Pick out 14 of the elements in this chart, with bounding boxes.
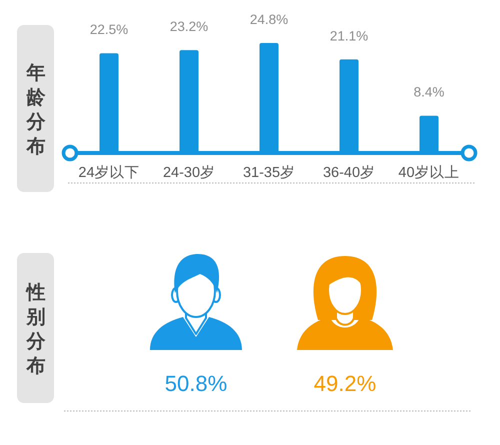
x-tick-label: 31-35岁	[242, 164, 296, 181]
data-label: 21.1%	[330, 28, 368, 44]
x-tick-label: 36-40岁	[322, 164, 376, 181]
data-label: 23.2%	[170, 19, 208, 34]
x-tick-label: 24-30岁	[162, 164, 216, 181]
data-label: 24.8%	[250, 12, 288, 27]
text: 年龄分布	[26, 62, 46, 158]
text: 性别分布	[26, 281, 46, 377]
data-label: 8.4%	[414, 84, 444, 100]
x-tick-label: 40岁以上	[398, 164, 460, 181]
x-tick-label: 24岁以下	[78, 164, 140, 181]
data-label: 49.2%	[314, 371, 376, 396]
data-label: 22.5%	[90, 22, 128, 38]
data-label: 50.8%	[164, 371, 228, 396]
